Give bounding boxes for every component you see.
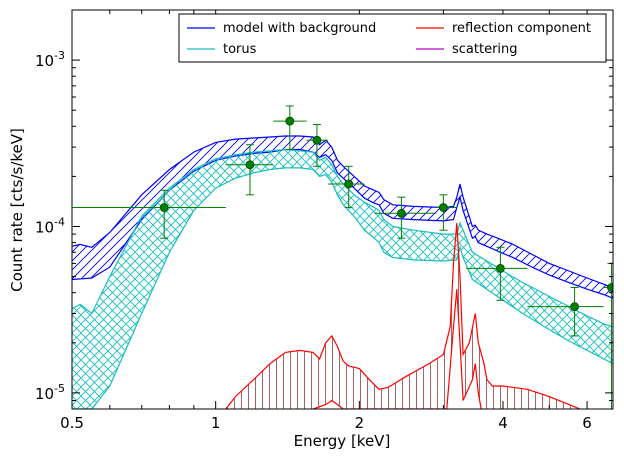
data-points xyxy=(72,105,613,409)
legend-label-torus: torus xyxy=(223,42,257,57)
data-point-2 xyxy=(273,105,307,151)
x-tick-label-2: 2 xyxy=(355,414,365,432)
data-point-7 xyxy=(466,246,528,301)
y-tick-labels: 10-5 10-4 10-3 xyxy=(35,49,65,403)
data-point-marker-5 xyxy=(397,208,406,218)
y-tick-label-1: 10-4 xyxy=(35,215,65,236)
model-with-background-upper-line xyxy=(72,135,613,289)
x-tick-label-0: 0.5 xyxy=(60,414,84,432)
data-point-9 xyxy=(603,262,613,409)
data-point-marker-7 xyxy=(496,263,505,273)
data-point-5 xyxy=(374,196,437,239)
y-tick-label-2: 10-3 xyxy=(35,49,65,70)
data-point-marker-4 xyxy=(344,179,354,189)
x-axis-label: Energy [keV] xyxy=(294,432,391,450)
data-point-marker-8 xyxy=(570,302,579,311)
data-point-4 xyxy=(328,165,365,209)
torus-band-fill xyxy=(72,149,613,409)
reflection-component-upper-line xyxy=(225,222,581,409)
legend-box xyxy=(178,13,607,63)
reflection-component-lower-line xyxy=(312,289,482,409)
x-tick-label-1: 1 xyxy=(211,414,221,432)
y-axis-label: Count rate [cts/s/keV] xyxy=(8,128,26,292)
data-point-marker-0 xyxy=(159,203,169,212)
data-point-6 xyxy=(436,194,457,231)
data-point-1 xyxy=(225,144,274,196)
data-point-8 xyxy=(527,286,604,337)
x-tick-label-3: 4 xyxy=(498,414,508,432)
data-point-marker-9 xyxy=(607,283,613,292)
data-point-marker-1 xyxy=(245,160,255,170)
data-point-marker-2 xyxy=(285,116,295,126)
x-tick-label-4: 6 xyxy=(582,414,592,432)
model-with-background-band-fill xyxy=(72,136,613,299)
x-tick-labels: 0.5 1 2 4 6 xyxy=(60,414,592,432)
y-tick-label-0: 10-5 xyxy=(35,382,65,403)
legend-label-model: model with background xyxy=(223,21,376,36)
legend-label-reflection: reflection component xyxy=(452,21,591,36)
plot-frame xyxy=(71,9,614,410)
data-point-marker-6 xyxy=(438,203,448,212)
data-point-marker-3 xyxy=(312,135,322,145)
data-point-0 xyxy=(72,189,226,239)
data-point-3 xyxy=(306,124,329,167)
legend-label-scattering: scattering xyxy=(452,42,518,57)
legend: model with background reflection compone… xyxy=(178,13,607,63)
reflection-component-band-fill xyxy=(225,223,581,409)
